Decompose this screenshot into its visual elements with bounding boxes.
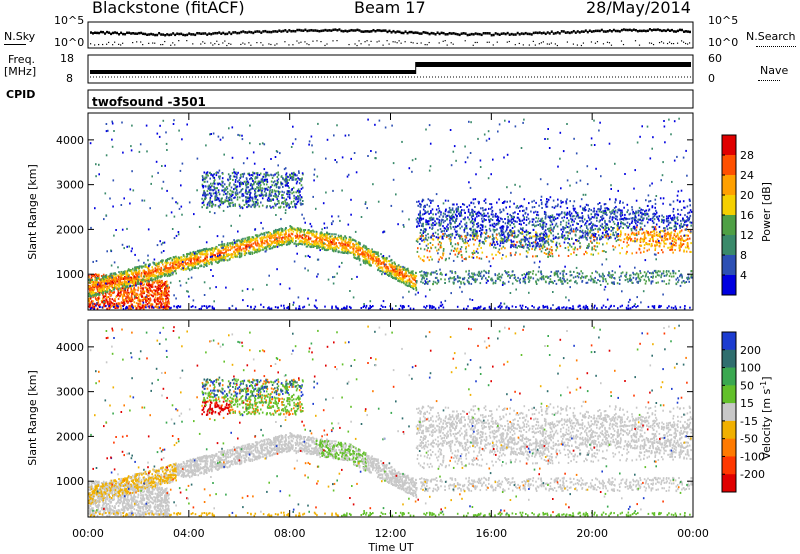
- colorbar-tick-label: 28: [740, 149, 754, 162]
- x-axis: 00:00 04:00 08:00 12:00 16:00 20:00 00:00: [72, 527, 709, 540]
- colorbar-tick-label: 4: [740, 269, 747, 282]
- nave-legend-line: [758, 80, 780, 81]
- nsky-tick-bottom: 10^0: [54, 36, 85, 49]
- power-y-axis-title: Slant Range [km]: [26, 164, 39, 260]
- colorbar-segment: [722, 456, 736, 475]
- x-tick-label: 20:00: [576, 527, 608, 540]
- colorbar-segment: [722, 195, 736, 216]
- program-label: twofsound -3501: [92, 95, 206, 109]
- x-tick-label: 16:00: [475, 527, 507, 540]
- freq-tick-bottom: 8: [66, 72, 73, 85]
- colorbar-tick-label: 20: [740, 189, 754, 202]
- nsearch-tick-bottom: 10^0: [708, 36, 739, 49]
- colorbar-tick-label: 50: [740, 379, 754, 392]
- nsky-label: N.Sky: [4, 30, 36, 43]
- colorbar-tick-label: -200: [740, 468, 765, 481]
- colorbar-segment: [722, 175, 736, 196]
- x-tick-label: 04:00: [173, 527, 205, 540]
- cpid-panel: [87, 89, 694, 109]
- nsearch-tick-top: 10^5: [708, 14, 739, 27]
- nave-tick-bottom: 0: [708, 72, 715, 85]
- x-tick-label: 08:00: [274, 527, 306, 540]
- colorbar-tick-label: 200: [740, 344, 761, 357]
- cpid-label: CPID: [6, 88, 36, 101]
- colorbar-tick-label: -15: [740, 415, 758, 428]
- station-title: Blackstone (fitACF): [92, 0, 245, 17]
- power-colorbar: 4 8 12 16 20 24 28: [721, 134, 754, 296]
- colorbar-segment: [722, 135, 736, 156]
- colorbar-tick-label: 12: [740, 229, 754, 242]
- x-axis-title: Time UT: [367, 541, 413, 554]
- colorbar-segment: [722, 367, 736, 386]
- colorbar-tick-label: 24: [740, 169, 754, 182]
- freq-label: Freq.: [8, 53, 36, 66]
- colorbar-segment: [722, 332, 736, 351]
- colorbar-tick-label: 16: [740, 209, 754, 222]
- colorbar-segment: [722, 474, 736, 493]
- nsky-legend-line: [4, 44, 26, 45]
- y-tick-label: 1000: [56, 268, 84, 281]
- nsearch-label: N.Search: [746, 30, 796, 43]
- colorbar-segment: [722, 235, 736, 256]
- velocity-colorbar-title-sup: -1: [759, 381, 768, 389]
- x-tick-label: 00:00: [72, 527, 104, 540]
- velocity-colorbar-title: Velocity [m s-1]: [759, 376, 773, 459]
- colorbar-segment: [722, 385, 736, 404]
- colorbar-segment: [722, 438, 736, 457]
- colorbar-tick-label: 15: [740, 397, 754, 410]
- y-tick-label: 2000: [56, 223, 84, 236]
- colorbar-tick-label: -50: [740, 433, 758, 446]
- velocity-colorbar: 200 100 50 15 -15 -50 -100 -200: [721, 331, 765, 493]
- y-tick-label: 3000: [56, 179, 84, 192]
- y-tick-label: 3000: [56, 386, 84, 399]
- colorbar-segment: [722, 420, 736, 440]
- power-colorbar-title: Power [dB]: [760, 182, 773, 242]
- colorbar-segment: [722, 215, 736, 236]
- colorbar-segment: [722, 255, 736, 276]
- x-tick-label: 00:00: [677, 527, 709, 540]
- nave-label: Nave: [760, 64, 789, 77]
- colorbar-segment: [722, 349, 736, 369]
- y-tick-label: 2000: [56, 430, 84, 443]
- colorbar-tick-label: 8: [740, 249, 747, 262]
- velocity-panel: 1000 2000 3000 4000: [56, 319, 694, 518]
- nsky-tick-top: 10^5: [54, 14, 85, 27]
- frequency-panel: [87, 54, 694, 84]
- colorbar-segment: [722, 275, 736, 296]
- colorbar-tick-label: -100: [740, 450, 765, 463]
- colorbar-segment: [722, 155, 736, 176]
- noise-panel: [87, 21, 694, 49]
- date-title: 28/May/2014: [586, 0, 691, 17]
- power-panel: 1000 2000 3000 4000: [56, 112, 694, 311]
- nave-tick-top: 60: [708, 52, 722, 65]
- freq-unit-label: [MHz]: [4, 65, 37, 78]
- colorbar-tick-label: 100: [740, 362, 761, 375]
- nsearch-legend-line: [756, 46, 796, 47]
- velocity-y-axis-title: Slant Range [km]: [26, 370, 39, 466]
- velocity-colorbar-title-main: Velocity [m s: [760, 388, 773, 459]
- y-tick-label: 1000: [56, 475, 84, 488]
- x-tick-label: 12:00: [375, 527, 407, 540]
- freq-tick-top: 18: [60, 52, 74, 65]
- y-tick-label: 4000: [56, 341, 84, 354]
- y-tick-label: 4000: [56, 134, 84, 147]
- beam-title: Beam 17: [354, 0, 426, 17]
- velocity-colorbar-title-end: ]: [760, 376, 773, 380]
- colorbar-segment: [722, 403, 736, 422]
